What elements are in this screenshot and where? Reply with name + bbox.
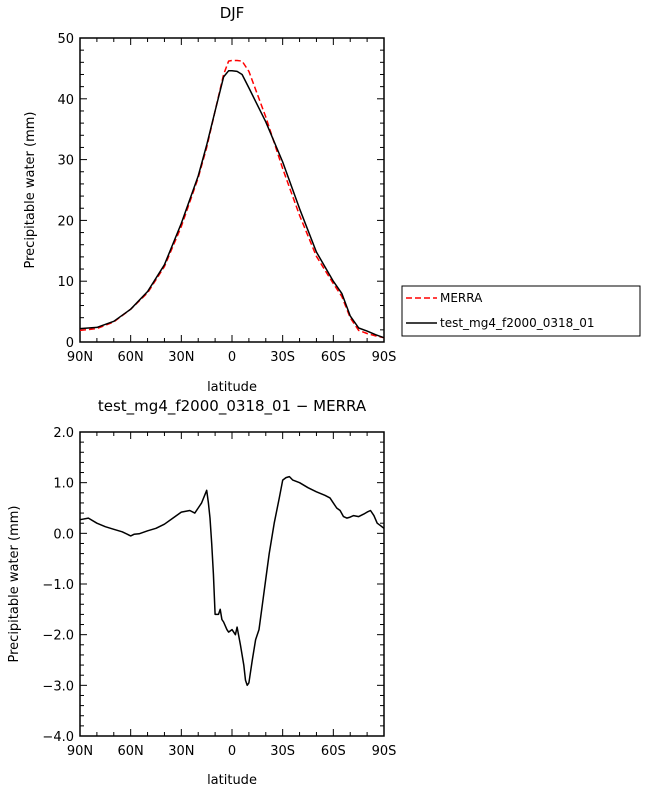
top-x-tick-label: 0 [228,350,236,365]
top-x-axis-label: latitude [207,380,257,395]
legend-box [401,285,641,337]
bottom-x-tick-label: 0 [228,744,236,759]
top-x-tick-label: 60S [321,350,346,365]
bottom-plot-frame [79,431,385,737]
top-series-line-1 [79,70,385,339]
top-y-tick-label: 30 [57,154,74,169]
bottom-y-ticks: −4.0 −3.0 −2.0 −1.0 0.0 1.0 2.0 [42,426,384,745]
bottom-x-tick-label: 90N [67,744,93,759]
legend-label-merra: MERRA [440,291,483,305]
top-y-tick-label: 10 [57,275,74,290]
legend: MERRA test_mg4_f2000_0318_01 [401,285,641,337]
legend-label-model: test_mg4_f2000_0318_01 [440,316,595,330]
bottom-x-ticks: 90N 60N 30N 0 30S 60S 90S [67,432,397,759]
bottom-y-tick-label: 2.0 [53,426,74,441]
top-x-tick-label: 60N [118,350,144,365]
bottom-y-axis-label: Precipitable water (mm) [7,506,22,663]
bottom-chart-title: test_mg4_f2000_0318_01 − MERRA [98,397,367,416]
top-x-tick-label: 90N [67,350,93,365]
top-series-line-0 [79,59,385,339]
precipitable-water-panel: DJF 90N 60N 30N 0 30S 60S 90S 0 10 20 30 40 50 lati… [23,4,641,395]
bottom-y-tick-label: 1.0 [53,477,74,492]
top-y-tick-label: 20 [57,214,74,229]
difference-panel: test_mg4_f2000_0318_01 − MERRA 90N 60N 30N… [7,397,396,788]
top-x-tick-label: 30N [168,350,194,365]
top-x-tick-label: 90S [372,350,397,365]
bottom-y-tick-label: −3.0 [42,679,74,694]
top-plot-frame [79,37,385,343]
bottom-series-lines [79,475,385,687]
top-x-ticks: 90N 60N 30N 0 30S 60S 90S [67,38,397,365]
bottom-x-tick-label: 60S [321,744,346,759]
top-chart-title: DJF [220,4,245,22]
top-y-tick-label: 40 [57,93,74,108]
bottom-x-tick-label: 30S [270,744,295,759]
top-y-tick-label: 50 [57,32,74,47]
bottom-x-tick-label: 60N [118,744,144,759]
bottom-series-line-0 [79,475,385,687]
bottom-y-tick-label: −1.0 [42,578,74,593]
top-series-lines [79,59,385,339]
bottom-y-tick-label: −2.0 [42,629,74,644]
bottom-x-tick-label: 90S [372,744,397,759]
top-y-ticks: 0 10 20 30 40 50 [57,32,384,351]
bottom-y-tick-label: 0.0 [53,527,74,542]
bottom-y-tick-label: −4.0 [42,730,74,745]
top-x-tick-label: 30S [270,350,295,365]
top-y-axis-label: Precipitable water (mm) [23,112,38,269]
bottom-x-tick-label: 30N [168,744,194,759]
bottom-x-axis-label: latitude [207,773,257,788]
top-y-tick-label: 0 [66,336,74,351]
